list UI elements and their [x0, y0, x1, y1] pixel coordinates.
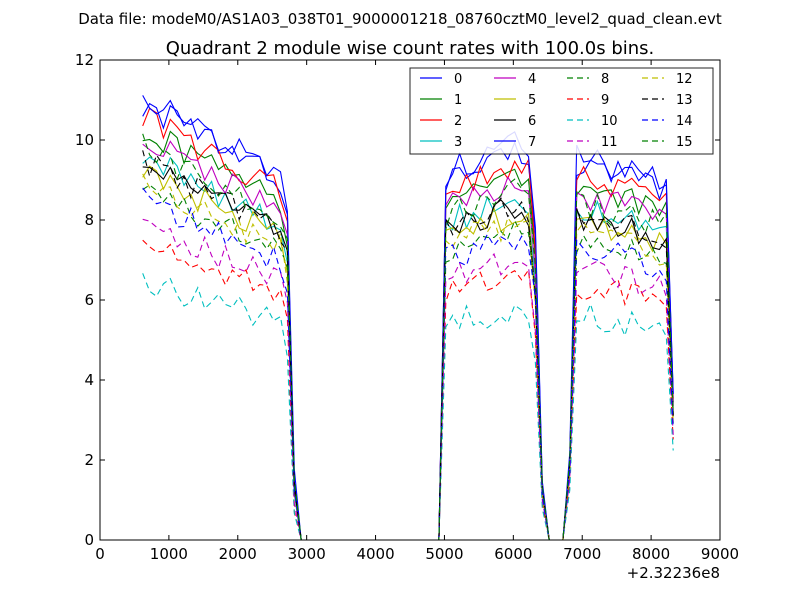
- y-tick-label: 10: [75, 131, 94, 149]
- legend-label-7: 7: [528, 135, 536, 150]
- y-tick-label: 2: [84, 451, 94, 469]
- legend-label-15: 15: [676, 135, 693, 150]
- y-tick-label: 12: [75, 51, 94, 69]
- legend-label-9: 9: [601, 93, 609, 108]
- x-tick-label: 5000: [425, 545, 463, 563]
- legend-label-0: 0: [454, 72, 462, 87]
- x-tick-label: 7000: [563, 545, 601, 563]
- y-tick-label: 8: [84, 211, 94, 229]
- legend-label-11: 11: [601, 135, 618, 150]
- x-tick-label: 3000: [288, 545, 326, 563]
- y-tick-label: 4: [84, 371, 94, 389]
- y-tick-label: 6: [84, 291, 94, 309]
- legend-label-3: 3: [454, 135, 462, 150]
- series-line-10: [142, 273, 674, 541]
- plot-frame: [99, 59, 721, 541]
- legend-label-10: 10: [601, 114, 618, 129]
- axis-layer: 0 1000 2000 3000 4000 5000 6000 7000 8000 9000 0 2 4…: [75, 51, 739, 563]
- x-tick-label: 6000: [494, 545, 532, 563]
- legend-label-6: 6: [528, 114, 536, 129]
- legend-label-14: 14: [676, 114, 693, 129]
- legend-box: [409, 67, 714, 155]
- series-line-9: [142, 239, 674, 541]
- x-tick-label: 8000: [632, 545, 670, 563]
- legend-label-5: 5: [528, 93, 536, 108]
- x-offset-label: +2.32236e8: [627, 564, 720, 582]
- x-tick-label: 0: [95, 545, 105, 563]
- legend-label-13: 13: [676, 93, 693, 108]
- chart-title: Quadrant 2 module wise count rates with …: [166, 38, 655, 59]
- legend-label-1: 1: [454, 93, 462, 108]
- legend-label-2: 2: [454, 114, 462, 129]
- legend-label-8: 8: [601, 72, 609, 87]
- x-tick-label: 2000: [219, 545, 257, 563]
- legend-label-12: 12: [676, 72, 693, 87]
- figure-suptitle: Data file: modeM0/AS1A03_038T01_90000012…: [78, 10, 722, 29]
- y-tick-label: 0: [84, 531, 94, 549]
- series-line-11: [142, 218, 674, 541]
- legend-label-4: 4: [528, 72, 536, 87]
- x-tick-label: 1000: [150, 545, 188, 563]
- x-tick-label: 4000: [356, 545, 394, 563]
- x-tick-label: 9000: [701, 545, 739, 563]
